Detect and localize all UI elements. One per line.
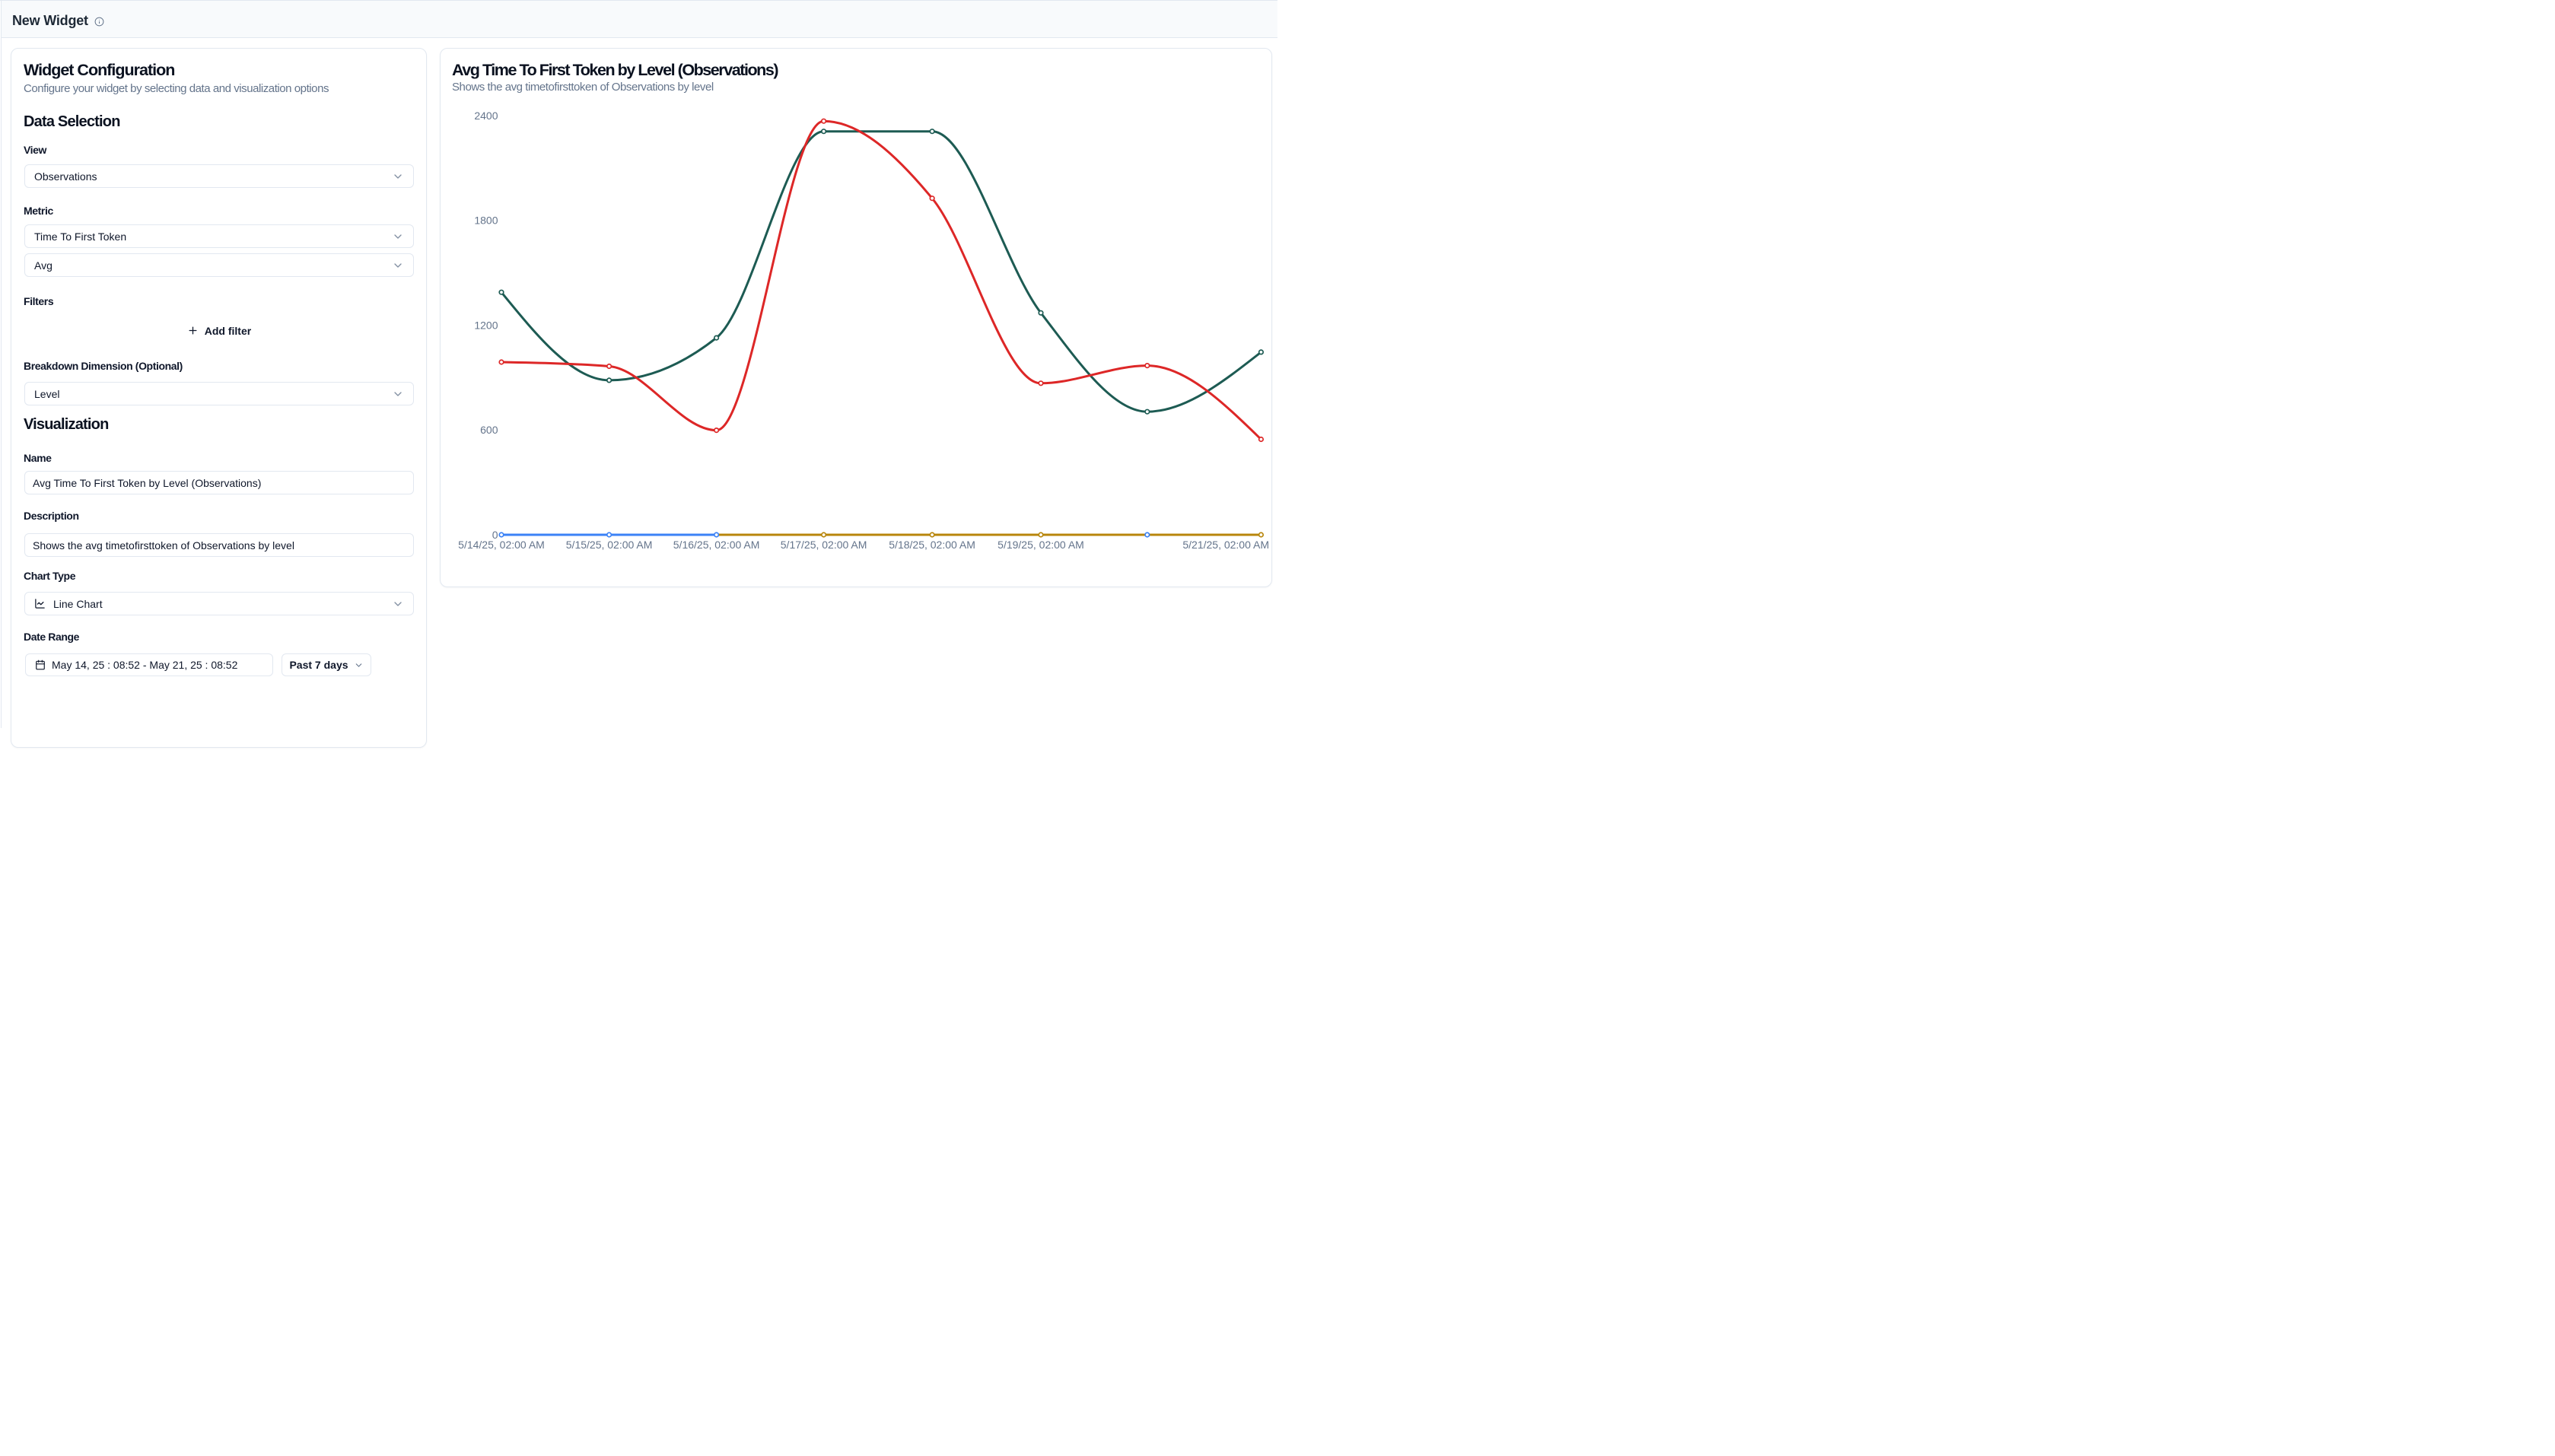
svg-text:5/21/25, 02:00 AM: 5/21/25, 02:00 AM (1182, 539, 1269, 551)
svg-text:0: 0 (492, 529, 498, 541)
svg-text:1800: 1800 (474, 215, 498, 227)
svg-text:5/15/25, 02:00 AM: 5/15/25, 02:00 AM (566, 539, 653, 551)
svg-text:5/18/25, 02:00 AM: 5/18/25, 02:00 AM (889, 539, 975, 551)
svg-text:5/17/25, 02:00 AM: 5/17/25, 02:00 AM (781, 539, 867, 551)
svg-text:2400: 2400 (474, 110, 498, 122)
svg-text:600: 600 (480, 424, 498, 436)
svg-text:5/16/25, 02:00 AM: 5/16/25, 02:00 AM (673, 539, 760, 551)
svg-text:5/19/25, 02:00 AM: 5/19/25, 02:00 AM (998, 539, 1084, 551)
svg-text:1200: 1200 (474, 319, 498, 332)
svg-text:5/14/25, 02:00 AM: 5/14/25, 02:00 AM (458, 539, 545, 551)
